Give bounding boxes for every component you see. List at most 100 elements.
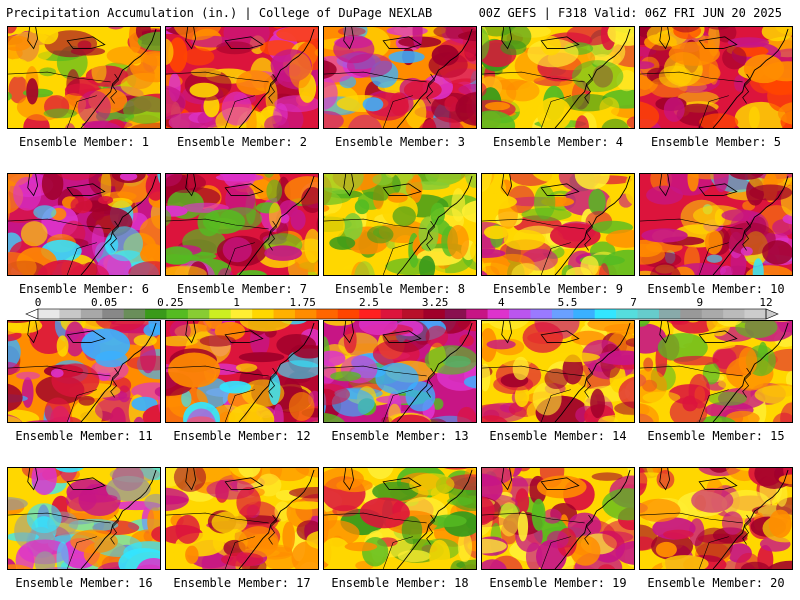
map-panel bbox=[7, 467, 161, 570]
colorbar-tick-label: 12 bbox=[759, 296, 773, 309]
great-lakes-outline bbox=[659, 468, 738, 491]
state-borders bbox=[482, 71, 585, 128]
colorbar-swatch bbox=[530, 309, 553, 319]
state-borders bbox=[482, 218, 585, 275]
colorbar-swatch bbox=[402, 309, 424, 319]
colorbar-swatch bbox=[38, 309, 60, 319]
colorbar-swatch bbox=[744, 309, 767, 319]
state-borders bbox=[8, 365, 111, 422]
state-borders bbox=[166, 512, 269, 569]
coastline bbox=[238, 28, 315, 128]
bay-outline bbox=[268, 220, 277, 251]
colorbar-swatch bbox=[723, 309, 745, 319]
bay-outline bbox=[584, 514, 593, 545]
state-borders bbox=[166, 218, 269, 275]
colorbar-swatch bbox=[337, 309, 360, 319]
member-caption: Ensemble Member: 19 bbox=[489, 576, 627, 590]
map-panel bbox=[165, 320, 319, 423]
bay-outline bbox=[110, 220, 119, 251]
great-lakes-outline bbox=[343, 468, 422, 491]
coastline bbox=[238, 322, 315, 422]
state-borders bbox=[8, 512, 111, 569]
colorbar-swatch bbox=[187, 309, 210, 319]
precip-field bbox=[166, 321, 318, 422]
run-info: 00Z GEFS | F318 Valid: 06Z FRI JUN 20 20… bbox=[478, 6, 782, 20]
bay-outline bbox=[742, 73, 751, 104]
coastline bbox=[712, 175, 789, 275]
colorbar-swatch bbox=[102, 309, 124, 319]
member-caption: Ensemble Member: 2 bbox=[176, 135, 308, 149]
state-borders bbox=[640, 71, 743, 128]
member-caption: Ensemble Member: 1 bbox=[18, 135, 150, 149]
colorbar-tick-label: 0.25 bbox=[157, 296, 184, 309]
map-panel bbox=[639, 26, 793, 129]
precip-field bbox=[166, 174, 318, 275]
great-lakes-outline bbox=[659, 321, 738, 344]
bay-outline bbox=[426, 367, 435, 398]
colorbar-swatch bbox=[380, 309, 403, 319]
member-caption: Ensemble Member: 13 bbox=[331, 429, 469, 443]
coastline bbox=[396, 469, 473, 569]
colorbar-swatch bbox=[294, 309, 317, 319]
map-panel bbox=[323, 320, 477, 423]
colorbar-tick-label: 2.5 bbox=[358, 296, 379, 309]
member-caption: Ensemble Member: 8 bbox=[334, 282, 466, 296]
great-lakes-outline bbox=[343, 27, 422, 50]
colorbar-min-arrow bbox=[25, 308, 39, 320]
colorbar-swatch bbox=[59, 309, 82, 319]
great-lakes-outline bbox=[185, 321, 264, 344]
coastline bbox=[238, 469, 315, 569]
state-borders bbox=[8, 71, 111, 128]
member-caption: Ensemble Member: 18 bbox=[331, 576, 469, 590]
great-lakes-outline bbox=[27, 174, 106, 197]
map-panel bbox=[165, 467, 319, 570]
coastline bbox=[712, 469, 789, 569]
coastline bbox=[80, 322, 157, 422]
precip-field bbox=[166, 27, 318, 128]
map-panel bbox=[165, 26, 319, 129]
map-panel bbox=[165, 173, 319, 276]
precip-field bbox=[324, 321, 476, 422]
precip-field bbox=[8, 27, 160, 128]
great-lakes-outline bbox=[501, 174, 580, 197]
map-panel bbox=[481, 173, 635, 276]
coastline bbox=[238, 175, 315, 275]
bay-outline bbox=[584, 367, 593, 398]
colorbar-max-arrow bbox=[765, 308, 779, 320]
colorbar-frame bbox=[37, 308, 767, 320]
precip-field bbox=[8, 174, 160, 275]
great-lakes-outline bbox=[343, 321, 422, 344]
bay-outline bbox=[742, 220, 751, 251]
colorbar-swatch bbox=[573, 309, 595, 319]
precip-field bbox=[482, 321, 634, 422]
member-caption: Ensemble Member: 5 bbox=[650, 135, 782, 149]
coastline bbox=[396, 322, 473, 422]
state-borders bbox=[482, 365, 585, 422]
colorbar-swatch bbox=[487, 309, 510, 319]
precip-field bbox=[324, 174, 476, 275]
great-lakes-outline bbox=[659, 174, 738, 197]
member-caption: Ensemble Member: 9 bbox=[492, 282, 624, 296]
colorbar-swatch bbox=[423, 309, 446, 319]
coastline bbox=[396, 28, 473, 128]
colorbar-tick-label: 0 bbox=[34, 296, 42, 309]
great-lakes-outline bbox=[659, 27, 738, 50]
state-borders bbox=[324, 365, 427, 422]
member-caption: Ensemble Member: 20 bbox=[647, 576, 785, 590]
great-lakes-outline bbox=[185, 27, 264, 50]
member-caption: Ensemble Member: 17 bbox=[173, 576, 311, 590]
state-borders bbox=[166, 71, 269, 128]
colorbar-tick-label: 1.75 bbox=[289, 296, 316, 309]
colorbar-swatch bbox=[701, 309, 724, 319]
colorbar-swatch bbox=[80, 309, 103, 319]
great-lakes-outline bbox=[27, 321, 106, 344]
state-borders bbox=[8, 218, 111, 275]
coastline bbox=[712, 322, 789, 422]
colorbar-swatch bbox=[637, 309, 660, 319]
great-lakes-outline bbox=[185, 174, 264, 197]
colorbar-swatch bbox=[658, 309, 681, 319]
map-panel bbox=[7, 173, 161, 276]
bay-outline bbox=[110, 73, 119, 104]
colorbar-tick-label: 5.5 bbox=[557, 296, 578, 309]
colorbar-strip bbox=[25, 308, 779, 320]
